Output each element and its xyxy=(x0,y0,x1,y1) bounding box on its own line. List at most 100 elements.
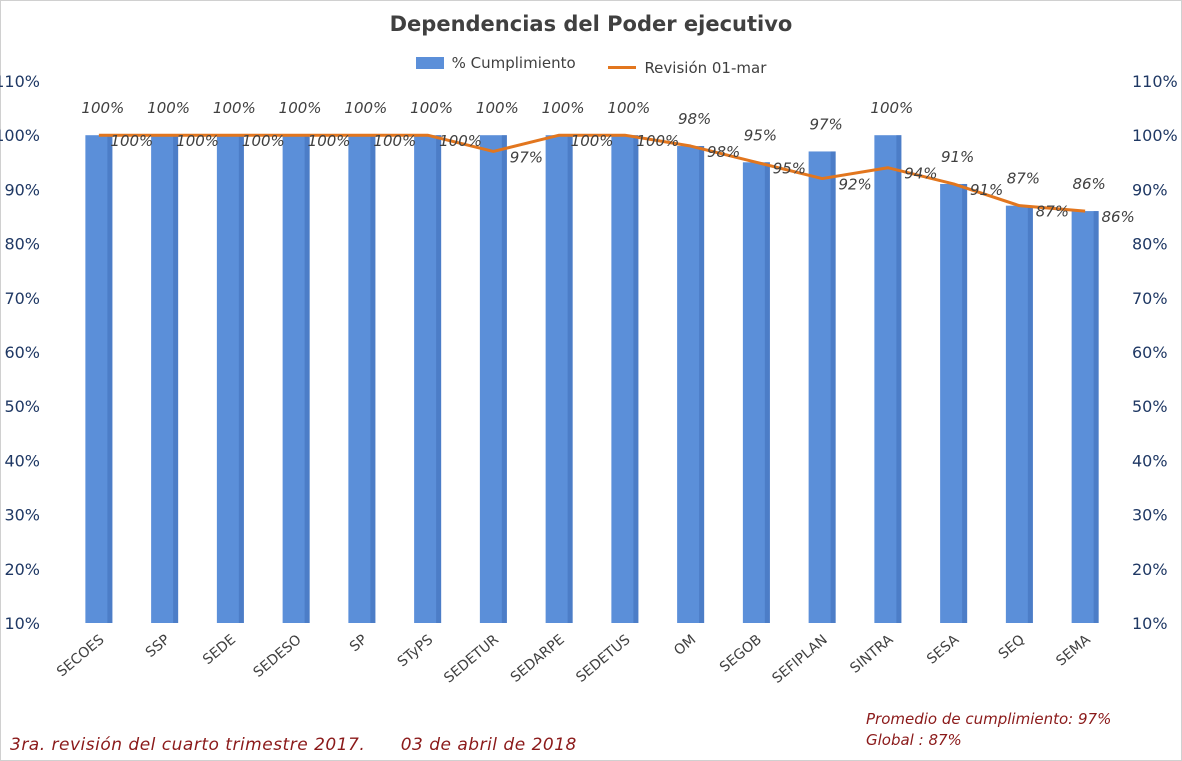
footnote: 3ra. revisión del cuarto trimestre 2017.… xyxy=(10,735,577,755)
line-data-label: 94% xyxy=(904,165,937,183)
bar-shade xyxy=(1027,205,1033,623)
y-tick-label-left: 70% xyxy=(4,289,40,308)
x-tick-label: SEDETUS xyxy=(573,632,633,686)
summary-average: Promedio de cumplimiento: 97% xyxy=(866,710,1112,728)
bar-data-label: 95% xyxy=(744,126,777,144)
legend-item-line: Revisión 01-mar xyxy=(608,59,766,77)
line-data-label: 100% xyxy=(439,132,482,150)
x-tick-label: OM xyxy=(671,632,699,659)
y-tick-label-left: 40% xyxy=(4,451,40,470)
x-tick-label: SEQ xyxy=(996,632,1028,663)
line-data-label: 100% xyxy=(373,132,416,150)
bar-data-label: 100% xyxy=(476,99,519,117)
legend-line-swatch xyxy=(608,66,637,69)
bar-shade xyxy=(370,135,376,623)
summary-box: Promedio de cumplimiento: 97% Global : 8… xyxy=(866,709,1111,751)
y-tick-label-left: 50% xyxy=(4,397,40,416)
x-tick-label: SP xyxy=(347,632,371,655)
y-tick-label-left: 30% xyxy=(4,506,40,525)
bar-data-label: 98% xyxy=(678,110,711,128)
y-tick-label-right: 80% xyxy=(1132,235,1168,254)
bar-data-label: 100% xyxy=(410,99,453,117)
bar-shade xyxy=(567,135,573,623)
chart-title: Dependencias del Poder ejecutivo xyxy=(389,12,793,36)
bar-data-label: 100% xyxy=(344,99,387,117)
bar-shade xyxy=(1093,211,1099,623)
bar-shade xyxy=(962,183,968,624)
y-tick-label-right: 100% xyxy=(1132,126,1178,145)
x-tick-label: SEFIPLAN xyxy=(769,632,830,687)
y-tick-label-left: 60% xyxy=(4,343,40,362)
x-tick-label: SEDESO xyxy=(251,632,305,681)
bar-data-label: 86% xyxy=(1072,175,1105,193)
bar-shade xyxy=(238,135,244,623)
y-tick-label-right: 70% xyxy=(1132,289,1168,308)
legend-label-line: Revisión 01-mar xyxy=(644,58,767,77)
y-tick-label-left: 20% xyxy=(4,560,40,579)
bar-data-label: 100% xyxy=(870,99,913,117)
y-tick-label-left: 80% xyxy=(4,235,40,254)
bar-shade xyxy=(764,162,770,624)
series-line xyxy=(98,133,1086,213)
line-data-label: 92% xyxy=(838,176,871,194)
x-tick-label: SEGOB xyxy=(717,632,765,676)
summary-global: Global : 87% xyxy=(866,731,962,749)
y-tick-label-right: 50% xyxy=(1132,397,1168,416)
bar-data-label: 87% xyxy=(1007,170,1040,188)
bar-shade xyxy=(699,146,705,624)
legend: % Cumplimiento Revisión 01-mar xyxy=(0,54,1182,77)
y-tick-label-left: 110% xyxy=(0,72,40,91)
line-data-label: 100% xyxy=(571,132,614,150)
y-tick-label-right: 90% xyxy=(1132,180,1168,199)
footnote-date: 03 de abril de 2018 xyxy=(400,735,577,755)
legend-bar-swatch xyxy=(415,57,444,69)
bar-shade xyxy=(896,135,902,623)
line-data-label: 97% xyxy=(510,148,543,166)
bar-data-label: 100% xyxy=(81,99,124,117)
x-tick-label: STyPS xyxy=(395,632,437,671)
y-tick-label-right: 110% xyxy=(1132,72,1178,91)
line-data-label: 98% xyxy=(707,143,740,161)
line-data-label: 87% xyxy=(1036,203,1069,221)
y-tick-label-right: 20% xyxy=(1132,560,1168,579)
y-tick-label-right: 40% xyxy=(1132,451,1168,470)
bar-data-label: 100% xyxy=(542,99,585,117)
x-tick-label: SESA xyxy=(924,632,963,668)
bar-data-label: 100% xyxy=(607,99,650,117)
x-tick-label: SEDE xyxy=(200,632,239,668)
legend-item-bars: % Cumplimiento xyxy=(415,54,576,72)
line-data-label: 100% xyxy=(308,132,351,150)
y-tick-label-left: 10% xyxy=(4,614,40,633)
x-tick-label: SEDARPE xyxy=(508,632,568,686)
y-tick-label-right: 30% xyxy=(1132,506,1168,525)
bar-data-label: 100% xyxy=(279,99,322,117)
line-data-label: 95% xyxy=(773,159,806,177)
footnote-revision: 3ra. revisión del cuarto trimestre 2017. xyxy=(10,735,366,755)
x-tick-label: SEMA xyxy=(1053,632,1094,670)
y-tick-label-right: 60% xyxy=(1132,343,1168,362)
bar-shade xyxy=(304,135,310,623)
x-tick-label: SEDETUR xyxy=(441,632,502,687)
bar-shade xyxy=(173,135,179,623)
line-data-label: 100% xyxy=(110,132,153,150)
line-data-label: 100% xyxy=(242,132,285,150)
line-data-label: 91% xyxy=(970,181,1003,199)
bar-shade xyxy=(107,135,113,623)
y-tick-label-right: 10% xyxy=(1132,614,1168,633)
legend-label-bars: % Cumplimiento xyxy=(451,54,576,72)
x-tick-label: SECOES xyxy=(54,632,107,680)
y-tick-label-left: 100% xyxy=(0,126,40,145)
bar-shade xyxy=(830,151,836,623)
bar-data-label: 100% xyxy=(213,99,256,117)
x-tick-label: SSP xyxy=(143,632,173,661)
bar-data-label: 97% xyxy=(809,115,842,133)
bar-data-label: 100% xyxy=(147,99,190,117)
line-data-label: 86% xyxy=(1101,208,1134,226)
line-data-label: 100% xyxy=(636,132,679,150)
bar-shade xyxy=(633,135,639,623)
y-tick-label-left: 90% xyxy=(4,180,40,199)
line-data-label: 100% xyxy=(176,132,219,150)
bar-shade xyxy=(436,135,442,623)
